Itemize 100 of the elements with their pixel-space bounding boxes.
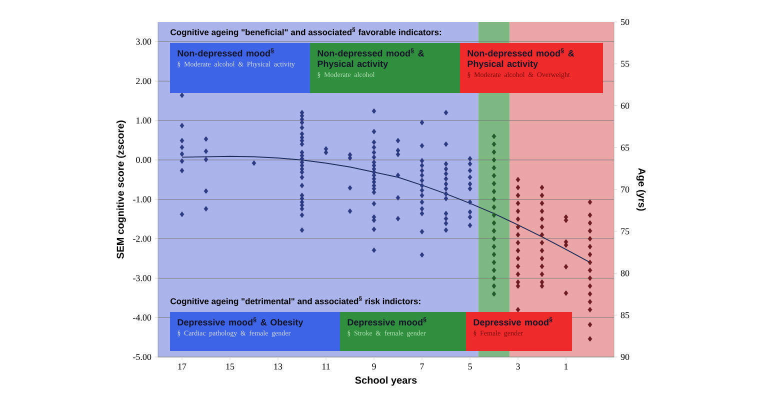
point	[588, 199, 592, 205]
point	[540, 240, 544, 246]
x-tick-label: 17	[178, 364, 186, 370]
point	[588, 228, 592, 234]
point	[540, 224, 544, 230]
x-tick-label: 3	[516, 364, 520, 370]
point	[588, 267, 592, 274]
point	[516, 256, 520, 262]
x-tick-label: 7	[420, 364, 424, 370]
point	[516, 200, 520, 206]
point	[492, 204, 496, 210]
point	[588, 275, 592, 281]
point	[588, 236, 592, 242]
point	[516, 208, 520, 214]
y2-tick-label: 90	[620, 354, 630, 360]
point	[516, 216, 520, 222]
y-tick-label: -5.00	[133, 354, 152, 360]
y2-tick-label: 60	[620, 102, 630, 109]
point	[588, 291, 592, 297]
point	[540, 216, 544, 222]
point	[588, 212, 592, 218]
point	[492, 260, 496, 266]
point	[516, 176, 520, 182]
point	[588, 260, 592, 266]
point	[540, 264, 544, 270]
point	[492, 267, 496, 274]
point	[492, 134, 496, 140]
point	[516, 248, 520, 254]
y-tick-label: -2.00	[133, 236, 152, 242]
y-tick-label: 1.00	[136, 117, 152, 124]
point	[492, 165, 496, 171]
point	[492, 141, 496, 147]
annotation: Depressive mood$^{§}$	[348, 317, 426, 328]
point	[588, 336, 592, 342]
point	[492, 172, 496, 179]
point	[492, 157, 496, 163]
point	[492, 291, 496, 297]
x-tick-label: 5	[468, 364, 472, 370]
point	[492, 244, 496, 250]
point	[492, 188, 496, 194]
point	[588, 252, 592, 258]
y-tick-label: -4.00	[133, 314, 152, 321]
y-tick-label: 0.00	[136, 156, 152, 163]
annotation: Cognitive ageing "detrimental" and associated$^{§}$ risk indictors:	[170, 296, 420, 306]
x-tick-label: 11	[322, 364, 330, 370]
point	[564, 290, 568, 296]
point	[492, 212, 496, 218]
point	[540, 256, 544, 262]
point	[540, 248, 544, 254]
point	[492, 220, 496, 226]
point	[588, 283, 592, 289]
point	[492, 228, 496, 234]
annotation: Cognitive ageing "beneficial" and associated$^{§}$ favorable indicators:	[170, 27, 442, 37]
y-tick-label: 2.00	[136, 78, 152, 84]
y-tick-label: -3.00	[133, 275, 152, 282]
x-tick-label: 15	[226, 364, 234, 370]
point	[492, 252, 496, 258]
annotation: Depressive mood$^{§}$ & Obesity	[178, 317, 304, 328]
point	[540, 184, 544, 190]
text: Non-depressed mood$^{§}$ & Physical activity	[318, 48, 424, 69]
point	[540, 232, 544, 238]
point	[516, 232, 520, 238]
text: Non-depressed mood$^{§}$ & Physical activity	[468, 48, 574, 69]
annotation: Depressive mood$^{§}$	[474, 317, 552, 328]
point	[516, 224, 520, 230]
point	[492, 275, 496, 281]
point	[540, 200, 544, 206]
point	[516, 184, 520, 190]
y2-tick-label: 70	[621, 186, 630, 193]
point	[516, 192, 520, 198]
point	[540, 208, 544, 214]
point	[588, 322, 592, 328]
y2-tick-label: 50	[621, 18, 630, 26]
point	[540, 192, 544, 198]
point	[588, 220, 592, 226]
point	[564, 264, 568, 270]
y2-tick-label: 55	[621, 60, 630, 67]
y-tick-label: 3.00	[136, 38, 152, 45]
x-axis-title: School years	[355, 376, 417, 386]
y2-axis-title: Age (yrs)	[636, 168, 646, 211]
y-tick-label: -1.00	[133, 196, 152, 202]
x-tick-label: 1	[564, 364, 568, 370]
x-tick-label: 13	[274, 364, 282, 370]
y2-tick-label: 75	[621, 228, 630, 234]
point	[588, 244, 592, 250]
point	[492, 283, 496, 289]
point	[492, 180, 496, 186]
y-axis-title: SEM cognitive score (zscore)	[116, 120, 126, 259]
y2-tick-label: 65	[620, 144, 630, 151]
y2-tick-label: 85	[620, 312, 630, 318]
x-tick-label: 9	[372, 364, 376, 370]
point	[588, 299, 592, 305]
annotation: Non-depressed mood$^{§}$	[178, 48, 274, 58]
point	[588, 306, 592, 313]
point	[516, 264, 520, 270]
point	[492, 196, 496, 202]
y2-tick-label: 80	[620, 270, 630, 276]
point	[492, 236, 496, 242]
point	[492, 149, 496, 155]
point	[516, 271, 520, 278]
